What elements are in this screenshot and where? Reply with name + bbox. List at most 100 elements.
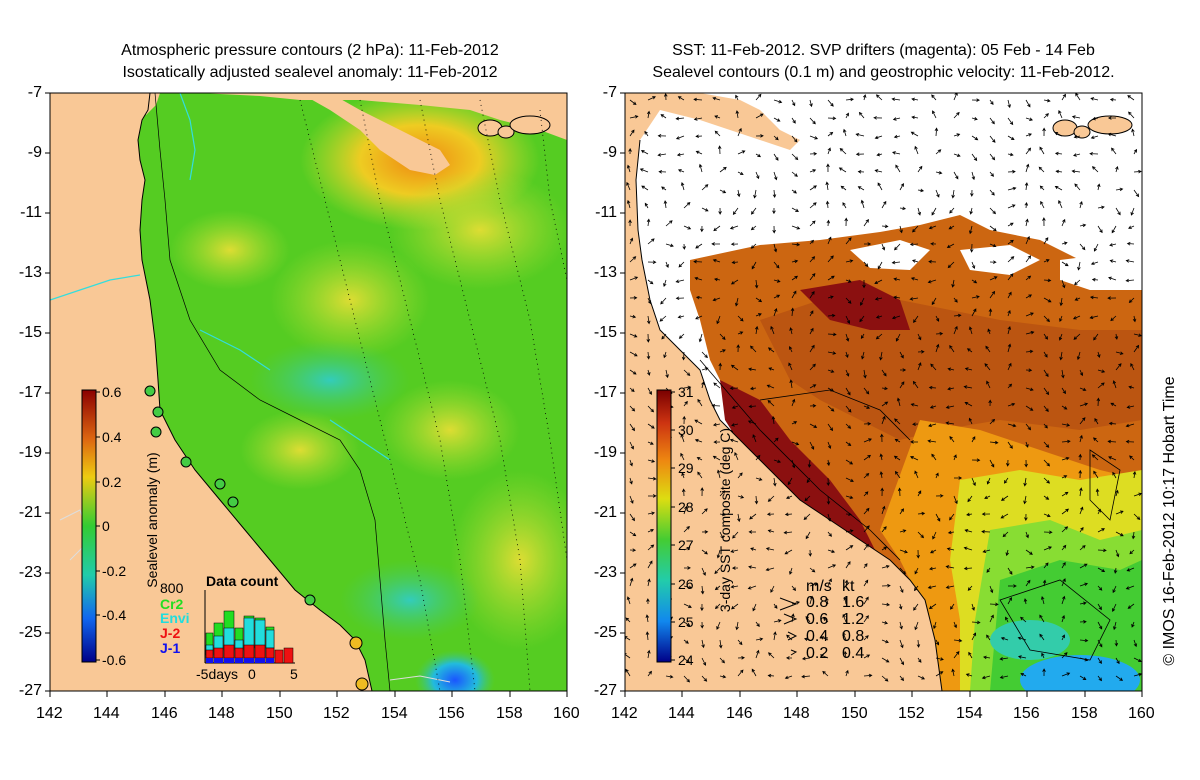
velocity-arrow — [678, 261, 685, 268]
velocity-arrow — [1040, 595, 1045, 605]
velocity-arrow — [863, 596, 869, 605]
velocity-arrow — [701, 367, 709, 371]
velocity-arrow — [1089, 315, 1099, 320]
velocity-arrow — [719, 490, 726, 497]
velocity-arrow — [748, 565, 757, 569]
velocity-arrow — [857, 186, 865, 191]
velocity-arrow — [899, 508, 905, 515]
velocity-arrow — [629, 423, 635, 432]
velocity-arrow — [1025, 330, 1035, 335]
velocity-arrow — [788, 345, 793, 353]
velocity-arrow — [917, 675, 926, 680]
velocity-arrow — [827, 275, 835, 281]
velocity-arrow — [899, 381, 905, 389]
velocity-arrow — [752, 603, 757, 612]
velocity-arrow — [989, 117, 995, 125]
velocity-arrow — [629, 237, 634, 245]
velocity-arrow — [1074, 297, 1081, 301]
velocity-arrow — [862, 94, 867, 101]
velocity-arrow — [880, 433, 884, 443]
velocity-arrow — [1079, 506, 1084, 515]
velocity-arrow — [964, 367, 973, 371]
velocity-arrow — [629, 369, 637, 375]
velocity-arrow — [971, 117, 978, 121]
velocity-arrow — [989, 418, 996, 425]
velocity-arrow — [809, 239, 815, 245]
velocity-arrow — [701, 549, 708, 555]
velocity-arrow — [683, 547, 691, 551]
velocity-arrow — [754, 495, 759, 505]
velocity-arrow — [1020, 616, 1027, 623]
velocity-arrow — [838, 167, 847, 173]
velocity-arrow — [714, 603, 721, 610]
velocity-arrow — [1040, 200, 1045, 209]
velocity-arrow — [807, 459, 812, 468]
velocity-arrow — [640, 150, 649, 155]
velocity-arrow — [1079, 387, 1087, 392]
velocity-arrow — [628, 148, 632, 155]
velocity-arrow — [843, 128, 847, 137]
velocity-arrow — [734, 297, 739, 307]
velocity-arrow — [953, 495, 958, 505]
velocity-arrow — [647, 387, 652, 395]
velocity-arrow — [647, 238, 655, 245]
velocity-arrow — [1108, 456, 1117, 461]
velocity-arrow — [845, 97, 854, 102]
velocity-arrow — [881, 401, 889, 407]
velocity-arrow — [825, 181, 829, 191]
velocity-arrow — [953, 325, 958, 335]
right-colorbar-label: 3-day SST composite (deg C) — [717, 427, 733, 613]
velocity-arrow — [731, 423, 739, 427]
velocity-arrow — [1039, 146, 1045, 155]
velocity-arrow — [695, 150, 703, 155]
velocity-arrow — [665, 369, 669, 379]
velocity-arrow — [791, 441, 800, 446]
velocity-arrow — [1002, 531, 1009, 538]
velocity-arrow — [791, 225, 801, 230]
velocity-arrow — [863, 387, 870, 395]
velocity-arrow — [989, 585, 994, 594]
velocity-arrow — [1061, 578, 1066, 587]
velocity-arrow — [791, 459, 796, 469]
velocity-arrow — [773, 243, 778, 253]
velocity-arrow — [1007, 186, 1017, 191]
velocity-arrow — [935, 513, 941, 522]
velocity-arrow — [1107, 132, 1117, 137]
velocity-arrow — [1126, 567, 1135, 572]
velocity-arrow — [910, 277, 919, 281]
velocity-arrow — [809, 291, 815, 299]
velocity-arrow — [737, 315, 744, 322]
velocity-arrow — [845, 387, 851, 396]
velocity-arrow — [647, 578, 651, 587]
left-ytick: -25 — [18, 624, 42, 641]
velocity-arrow — [644, 130, 649, 137]
velocity-arrow — [842, 202, 847, 209]
velocity-arrow — [1061, 279, 1066, 289]
velocity-arrow — [894, 418, 901, 425]
velocity-arrow — [1114, 333, 1119, 340]
velocity-arrow — [729, 438, 739, 443]
velocity-arrow — [683, 675, 690, 683]
velocity-arrow — [968, 225, 973, 235]
velocity-arrow — [893, 295, 901, 300]
velocity-arrow — [625, 653, 631, 659]
velocity-arrow — [945, 585, 955, 589]
velocity-arrow — [971, 171, 976, 181]
velocity-arrow — [826, 495, 831, 505]
velocity-arrow — [930, 242, 937, 246]
velocity-arrow — [935, 639, 940, 646]
velocity-arrow — [701, 508, 708, 515]
velocity-arrow — [665, 243, 674, 248]
velocity-arrow — [1061, 652, 1068, 659]
velocity-arrow — [1092, 116, 1099, 121]
velocity-arrow — [989, 135, 996, 143]
velocity-arrow — [695, 243, 703, 249]
velocity-arrow — [989, 260, 997, 264]
velocity-arrow — [863, 242, 872, 246]
velocity-arrow — [947, 386, 955, 391]
velocity-arrow — [1058, 199, 1063, 209]
right-ytick: -9 — [602, 144, 617, 161]
velocity-arrow — [899, 549, 908, 554]
velocity-arrow — [909, 242, 919, 247]
